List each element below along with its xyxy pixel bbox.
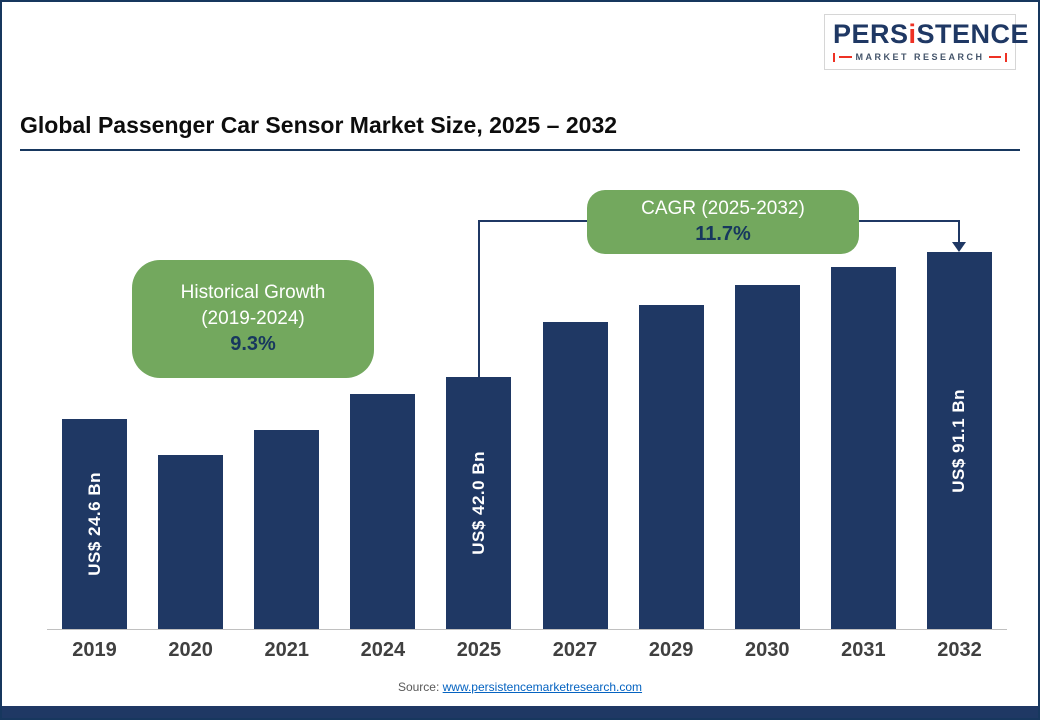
bar-2025: US$ 42.0 Bn — [446, 377, 512, 629]
bar-2030 — [734, 285, 800, 629]
logo-text-pers: PERS — [833, 19, 909, 49]
arrow-down-icon — [952, 242, 966, 252]
x-axis-labels: 2019 2020 2021 2024 2025 2027 2029 2030 … — [62, 639, 992, 662]
source-prefix: Source: — [397, 680, 443, 694]
x-tick-2021: 2021 — [264, 639, 309, 661]
page-title: Global Passenger Car Sensor Market Size,… — [20, 112, 618, 138]
bar-2021 — [254, 430, 320, 629]
cagr-callout: CAGR (2025-2032) 11.7% — [587, 190, 859, 254]
source-line: Source: www.persistencemarketresearch.co… — [2, 680, 1038, 694]
logo-red-endcap-right — [1005, 52, 1008, 62]
logo-red-endcap-left — [833, 52, 835, 62]
x-tick-2020: 2020 — [168, 639, 213, 661]
x-tick-2032: 2032 — [937, 639, 982, 661]
x-tick-2019: 2019 — [72, 639, 117, 661]
bar-2031 — [830, 267, 896, 629]
bar-2024 — [350, 394, 416, 629]
bars-container: US$ 24.6 Bn US$ 42.0 Bn US$ 91.1 Bn — [62, 152, 992, 629]
bar-2032-value-label: US$ 91.1 Bn — [949, 388, 969, 493]
logo-tagline-text: MARKET RESEARCH — [855, 52, 985, 62]
x-tick-2027: 2027 — [552, 639, 598, 661]
x-tick-2029: 2029 — [648, 639, 694, 661]
cagr-bracket-left-line — [478, 220, 480, 377]
persistence-logo: PERSiSTENCE MARKET RESEARCH — [824, 14, 1029, 70]
historical-growth-callout: Historical Growth (2019-2024) 9.3% — [132, 260, 374, 378]
historical-growth-value: 9.3% — [230, 333, 276, 356]
logo-tagline: MARKET RESEARCH — [833, 52, 1008, 62]
cagr-value: 11.7% — [695, 223, 751, 246]
bottom-bar — [2, 706, 1038, 718]
bar-chart: Historical Growth (2019-2024) 9.3% CAGR … — [2, 152, 1038, 672]
x-tick-2025: 2025 — [456, 639, 502, 661]
cagr-label: CAGR (2025-2032) — [641, 197, 805, 219]
x-tick-2030: 2030 — [745, 639, 790, 661]
bar-2025-value-label: US$ 42.0 Bn — [468, 451, 488, 555]
cagr-bracket-right-line — [958, 220, 960, 242]
source-link[interactable]: www.persistencemarketresearch.com — [442, 680, 643, 694]
logo-red-line-left — [839, 56, 852, 58]
bar-2032: US$ 91.1 Bn — [926, 252, 992, 629]
logo-red-line-right — [988, 56, 1002, 58]
x-tick-2031: 2031 — [841, 639, 886, 661]
historical-growth-period: (2019-2024) — [201, 307, 305, 329]
logo-wordmark: PERSiSTENCE — [833, 19, 1029, 49]
bar-2020 — [158, 455, 224, 629]
bar-2027 — [542, 322, 608, 629]
bar-2019-value-label: US$ 24.6 Bn — [84, 472, 104, 576]
historical-growth-label: Historical Growth — [180, 281, 326, 303]
bar-2019: US$ 24.6 Bn — [62, 419, 127, 629]
logo-text-stence: STENCE — [916, 19, 1030, 49]
title-underline — [20, 149, 1020, 151]
x-axis-line — [47, 629, 1007, 630]
bar-2029 — [638, 305, 704, 629]
x-tick-2024: 2024 — [360, 639, 406, 661]
logo-text-i: i — [908, 19, 917, 49]
